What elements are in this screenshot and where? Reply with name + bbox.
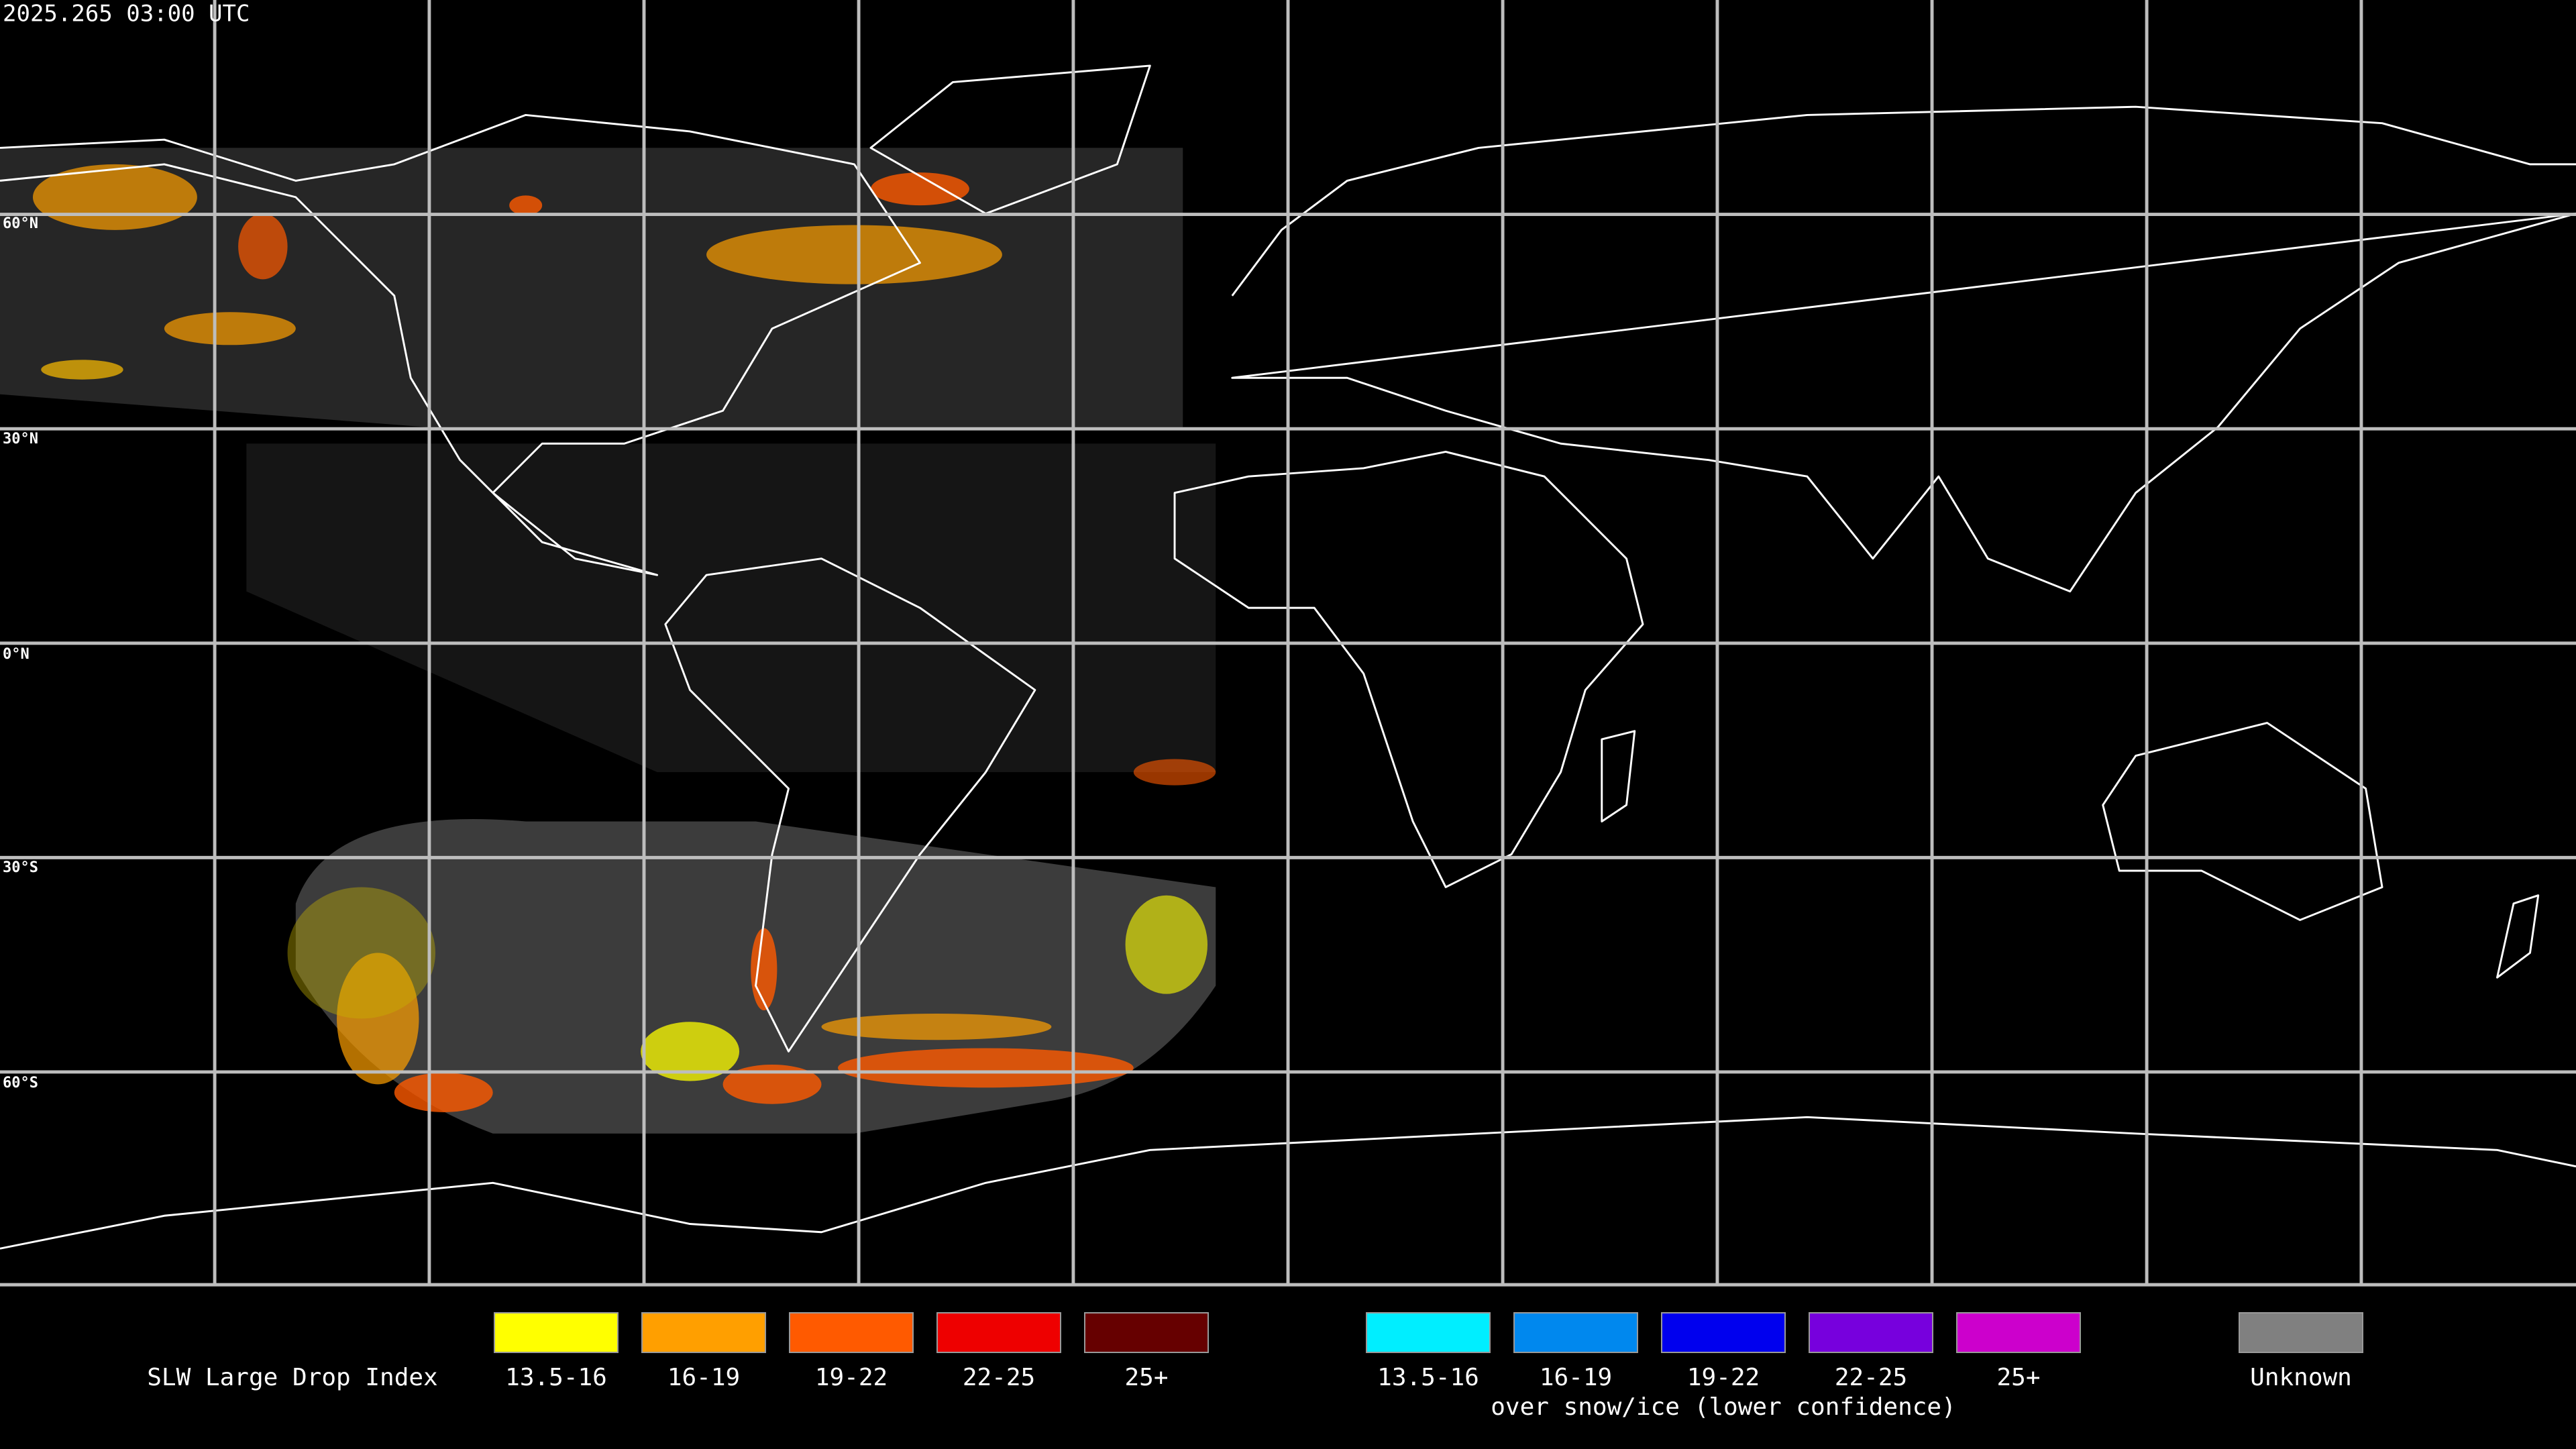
legend-label: 25+ xyxy=(1996,1364,2040,1391)
latitude-label: 60°N xyxy=(3,215,38,232)
legend-swatch xyxy=(1084,1312,1209,1353)
legend-label: 19-22 xyxy=(1687,1364,1760,1391)
legend-swatch xyxy=(1366,1312,1491,1353)
latitude-label: 60°S xyxy=(3,1075,38,1091)
legend-label: 22-25 xyxy=(1835,1364,1907,1391)
legend-label: 16-19 xyxy=(1540,1364,1612,1391)
legend: SLW Large Drop Index over snow/ice (lowe… xyxy=(147,1312,2363,1421)
coastlines xyxy=(0,64,2576,1250)
legend-label: Unknown xyxy=(2250,1364,2352,1391)
legend-swatch xyxy=(494,1312,619,1353)
latitude-label: 30°N xyxy=(3,431,38,447)
data-patches xyxy=(0,148,1216,1134)
latitude-label: 0°N xyxy=(3,646,30,663)
legend-swatch xyxy=(641,1312,766,1353)
legend-swatch xyxy=(1513,1312,1638,1353)
map-layer xyxy=(0,0,2576,1287)
legend-label: 22-25 xyxy=(963,1364,1035,1391)
legend-label: 13.5-16 xyxy=(1377,1364,1479,1391)
legend-label: 16-19 xyxy=(667,1364,740,1391)
legend-swatch xyxy=(789,1312,914,1353)
legend-label: 13.5-16 xyxy=(505,1364,607,1391)
legend-note: over snow/ice (lower confidence) xyxy=(1491,1393,1956,1421)
latitude-labels: 60°N 30°N 0°N 30°S 60°S xyxy=(3,215,38,1091)
legend-swatch xyxy=(1661,1312,1786,1353)
legend-swatch xyxy=(1956,1312,2081,1353)
legend-swatch xyxy=(936,1312,1061,1353)
legend-label: 25+ xyxy=(1124,1364,1168,1391)
graticule xyxy=(0,0,2576,1287)
legend-swatch xyxy=(2239,1312,2363,1353)
legend-swatch xyxy=(1809,1312,1933,1353)
timestamp: 2025.265 03:00 UTC xyxy=(3,1,250,28)
latitude-label: 30°S xyxy=(3,859,38,876)
legend-label: 19-22 xyxy=(815,1364,888,1391)
legend-title: SLW Large Drop Index xyxy=(147,1364,437,1391)
